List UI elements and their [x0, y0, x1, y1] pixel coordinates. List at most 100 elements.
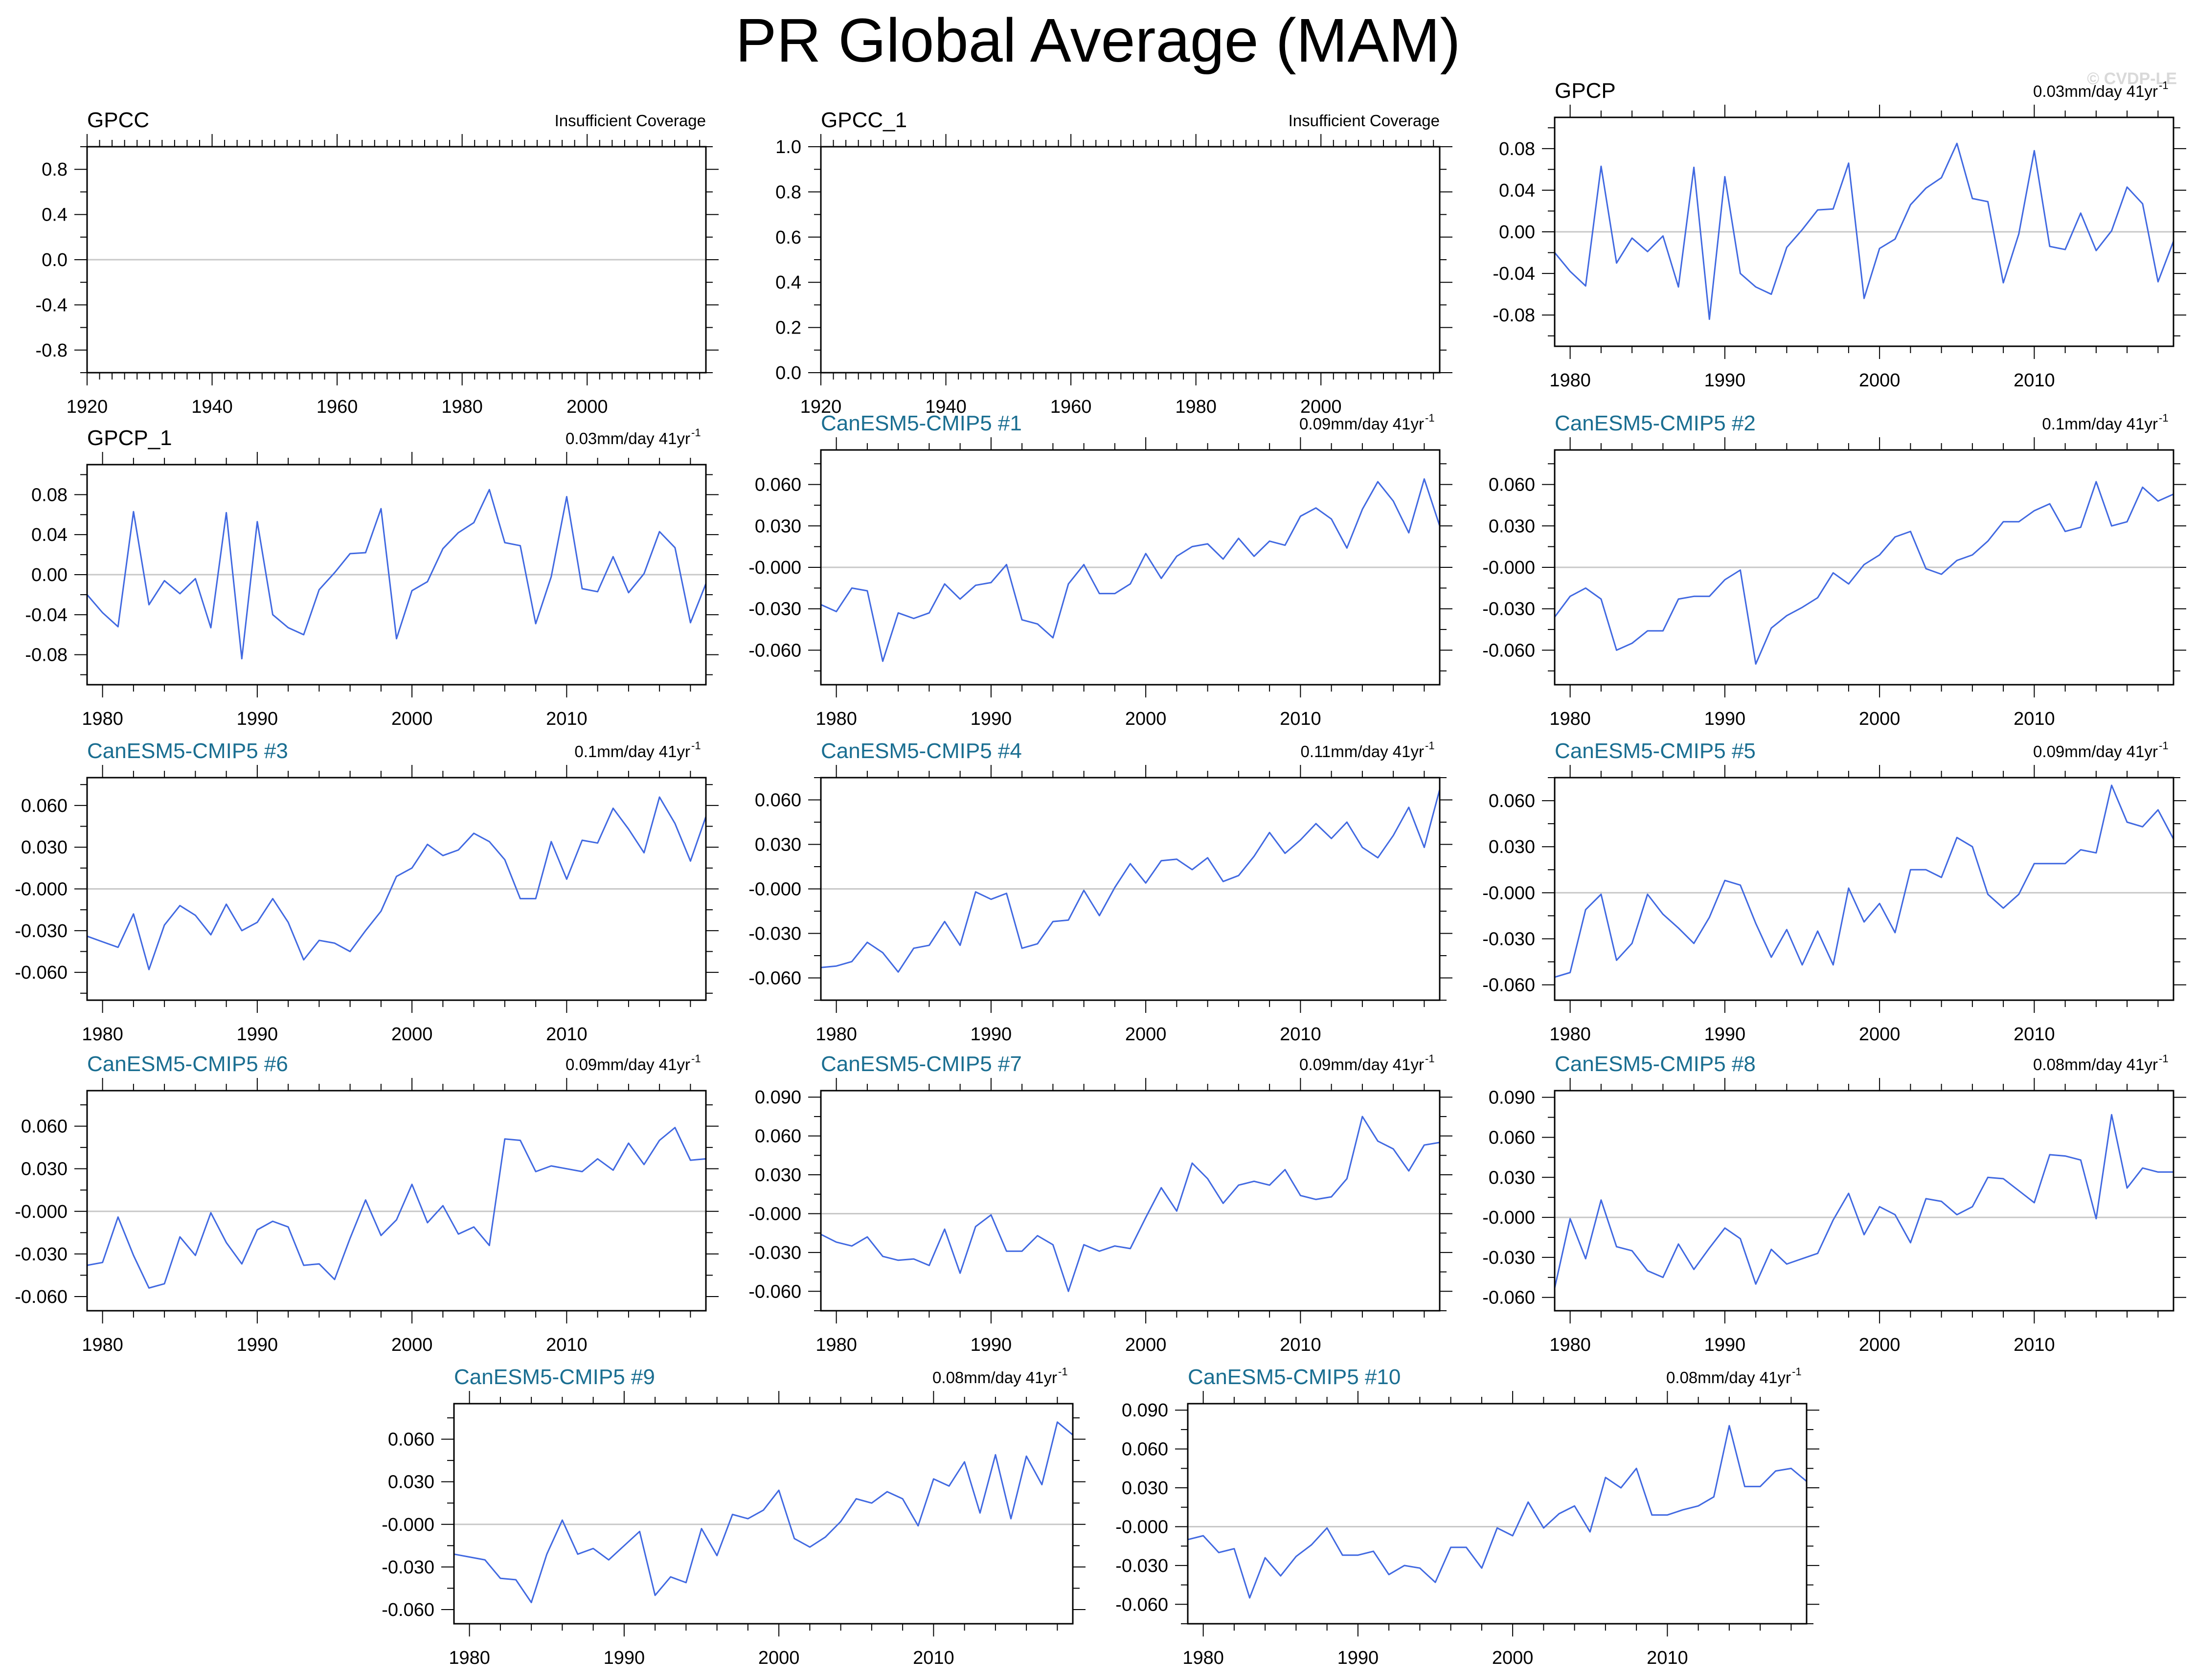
y-tick-label: 0.8 — [775, 182, 801, 202]
y-tick-label: -0.08 — [1493, 305, 1535, 326]
plot-frame — [1554, 116, 2174, 347]
series-line — [87, 1127, 706, 1289]
y-tick-label: -0.030 — [748, 924, 801, 944]
y-tick-label: 0.060 — [1489, 1127, 1535, 1148]
panel-trend-label: Insufficient Coverage — [555, 112, 706, 130]
x-tick-label: 2010 — [2014, 370, 2055, 391]
y-tick-label: 0.030 — [1122, 1478, 1168, 1499]
x-tick-label: 2000 — [1125, 709, 1167, 729]
x-tick-label: 1980 — [1549, 1024, 1591, 1045]
y-tick-label: 0.090 — [1122, 1400, 1168, 1421]
y-tick-label: -0.060 — [1115, 1594, 1168, 1615]
x-tick-label: 1980 — [815, 709, 857, 729]
panel-title: CanESM5-CMIP5 #9 — [454, 1365, 655, 1389]
y-tick-label: -0.04 — [25, 605, 68, 626]
x-tick-label: 1980 — [82, 1024, 123, 1045]
plot-frame — [1554, 1090, 2174, 1312]
x-tick-label: 2010 — [2014, 709, 2055, 729]
y-tick-label: 0.08 — [31, 485, 68, 505]
x-tick-label: 2000 — [1125, 1335, 1167, 1355]
y-tick-label: 0.4 — [42, 205, 68, 225]
plot-frame — [1554, 449, 2174, 686]
y-tick-label: 0.04 — [1499, 180, 1535, 201]
x-tick-label: 2010 — [546, 1335, 588, 1355]
x-tick-label: 2010 — [546, 1024, 588, 1045]
y-tick-label: -0.04 — [1493, 264, 1535, 284]
x-tick-label: 1980 — [1549, 1335, 1591, 1355]
plot-frame — [820, 1090, 1441, 1312]
y-tick-label: 0.00 — [31, 565, 68, 585]
y-tick-label: 0.060 — [21, 796, 68, 816]
x-tick-label: 1990 — [1337, 1648, 1379, 1668]
series-line — [1554, 1114, 2173, 1288]
x-tick-label: 1940 — [191, 397, 233, 417]
watermark: © CVDP-LE — [2087, 69, 2177, 88]
y-tick-label: 1.0 — [775, 137, 801, 157]
panel-trend-label: 0.03mm/day 41yr — [2033, 82, 2158, 100]
y-tick-label: -0.060 — [748, 1281, 801, 1302]
x-tick-label: 2000 — [1859, 709, 1901, 729]
panel-title: CanESM5-CMIP5 #10 — [1188, 1365, 1401, 1389]
y-tick-label: -0.060 — [748, 640, 801, 661]
x-tick-label: 2010 — [1280, 1024, 1321, 1045]
x-tick-label: 1980 — [1182, 1648, 1224, 1668]
x-tick-label: 2000 — [1859, 1024, 1901, 1045]
y-tick-label: 0.04 — [31, 525, 68, 545]
x-tick-label: 1990 — [604, 1648, 645, 1668]
panel-trend-exponent: -1 — [1425, 1053, 1435, 1065]
chart-panel-11: 1980 1990 2000 2010 0.090 0.060 0.030 -0.000 -0.… — [748, 1052, 1452, 1355]
panel-trend-exponent: -1 — [691, 426, 701, 439]
y-tick-label: -0.030 — [748, 1243, 801, 1263]
y-tick-label: 0.0 — [42, 250, 68, 270]
panel-trend-exponent: -1 — [2159, 79, 2169, 91]
x-tick-label: 2010 — [1280, 1335, 1321, 1355]
y-tick-label: 0.030 — [1489, 837, 1535, 857]
panel-title: CanESM5-CMIP5 #6 — [87, 1052, 288, 1076]
panel-title: GPCP — [1555, 79, 1616, 103]
x-tick-label: 2000 — [391, 709, 433, 729]
y-tick-label: 0.060 — [755, 790, 801, 811]
y-tick-label: 0.060 — [1122, 1439, 1168, 1460]
x-tick-label: 1980 — [1175, 397, 1217, 417]
x-tick-label: 1990 — [237, 1024, 278, 1045]
chart-panel-9: 1980 1990 2000 2010 0.060 0.030 -0.000 -0.030 -0… — [1482, 739, 2186, 1045]
x-tick-label: 2000 — [391, 1335, 433, 1355]
y-tick-label: 0.030 — [388, 1472, 434, 1493]
x-tick-label: 2000 — [758, 1648, 800, 1668]
panel-trend-label: 0.09mm/day 41yr — [2033, 742, 2158, 761]
y-tick-label: -0.000 — [15, 1202, 68, 1222]
chart-panel-7: 1980 1990 2000 2010 0.060 0.030 -0.000 -0.030 -0… — [15, 739, 719, 1045]
panel-trend-exponent: -1 — [1058, 1366, 1068, 1378]
x-tick-label: 2010 — [546, 709, 588, 729]
x-tick-label: 2000 — [1492, 1648, 1534, 1668]
page-title: PR Global Average (MAM) — [735, 6, 1461, 75]
x-tick-label: 2000 — [1859, 1335, 1901, 1355]
y-tick-label: 0.030 — [755, 835, 801, 855]
chart-panel-3: 1980 1990 2000 2010 0.08 0.04 0.00 -0.04 -0.08 GP… — [1493, 79, 2186, 391]
y-tick-label: 0.060 — [1489, 791, 1535, 811]
y-tick-label: 0.2 — [775, 318, 801, 338]
x-tick-label: 2010 — [1280, 709, 1321, 729]
plot-frame — [1187, 1403, 1808, 1625]
panel-trend-exponent: -1 — [1425, 739, 1435, 752]
x-tick-label: 1940 — [925, 397, 967, 417]
panel-trend-label: 0.09mm/day 41yr — [1299, 1055, 1424, 1074]
y-tick-label: 0.030 — [1489, 516, 1535, 537]
panel-trend-exponent: -1 — [1792, 1366, 1802, 1378]
panel-trend-label: 0.09mm/day 41yr — [1299, 415, 1424, 433]
plot-frame — [820, 777, 1441, 1001]
y-tick-label: 0.0 — [775, 363, 801, 383]
x-tick-label: 1990 — [1704, 370, 1746, 391]
y-tick-label: -0.030 — [382, 1557, 434, 1578]
plot-frame — [86, 146, 707, 374]
x-tick-label: 1990 — [971, 1335, 1012, 1355]
panel-trend-label: 0.11mm/day 41yr — [1301, 742, 1425, 761]
panel-title: CanESM5-CMIP5 #7 — [821, 1052, 1022, 1076]
y-tick-label: 0.8 — [42, 159, 68, 180]
series-line — [1187, 1425, 1807, 1599]
x-tick-label: 2000 — [1859, 370, 1901, 391]
y-tick-label: -0.030 — [1115, 1556, 1168, 1576]
y-tick-label: -0.060 — [748, 968, 801, 989]
y-tick-label: 0.060 — [388, 1430, 434, 1450]
y-tick-label: -0.060 — [15, 1287, 68, 1307]
